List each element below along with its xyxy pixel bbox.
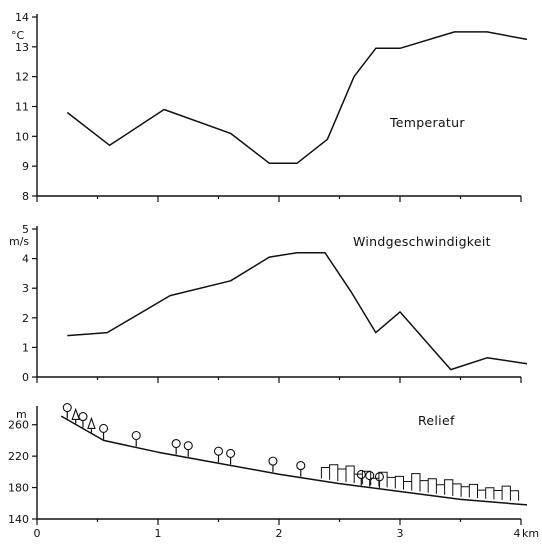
wind-y-tick-label: 4 [22,253,29,266]
tree-icon [78,412,88,422]
relief-y-tick-label: 260 [8,419,29,432]
relief-y-tick-label: 140 [8,513,29,526]
x-tick-label: 4 [514,527,521,539]
temperature-series-line [66,31,528,164]
x-axis-unit: km [522,527,539,539]
conifer-icon [87,416,96,430]
conifer-icon [71,407,80,420]
tree-icon [99,423,109,433]
tree-icon [131,430,141,441]
x-tick-label: 0 [34,527,41,539]
relief-y-tick-label: 180 [8,482,29,495]
temperature-y-tick-label: 9 [22,160,29,173]
temperature-y-tick-label: 11 [15,101,29,114]
x-tick-label: 2 [276,527,283,539]
relief-y-tick-label: 220 [8,450,29,463]
wind-y-tick-label: 1 [22,341,29,354]
wind-series-line [67,251,528,371]
x-tick-label: 1 [155,527,162,539]
temperature-y-tick-label: 14 [15,11,29,24]
tree-icon [183,441,193,451]
wind-unit: m/s [9,235,29,248]
wind-y-tick-label: 5 [22,223,29,236]
temperature-y-tick-label: 10 [15,130,29,143]
wind-title: Windgeschwindigkeit [353,234,491,249]
temperature-y-tick-label: 8 [22,190,29,203]
temperature-y-tick-label: 12 [15,71,29,84]
temperature-title: Temperatur [389,115,465,130]
relief-title: Relief [418,413,455,428]
temperature-y-tick-label: 13 [15,41,29,54]
wind-y-tick-label: 2 [22,312,29,325]
buildings-outline [320,464,520,501]
wind-y-tick-label: 0 [22,371,29,384]
tree-icon [296,461,306,471]
tree-icon [213,446,224,456]
wind-y-tick-label: 3 [22,282,29,295]
temperature-unit: °C [11,29,25,42]
tree-icon [226,448,236,458]
wind-panel: Windgeschwindigkeit m/s 0 1 2 3 4 5 [9,223,528,384]
temperature-panel: Temperatur °C 8 9 10 11 12 13 14 [11,11,528,203]
relief-series-line [60,415,528,506]
tree-icon [268,456,278,466]
tree-icon [62,403,72,413]
tree-icon [374,472,384,482]
relief-unit: m [16,408,27,421]
relief-panel: Relief m km 140 180 220 260 0 1 2 3 4 [8,403,539,540]
x-tick-label: 3 [397,527,404,539]
tree-icon [171,438,181,449]
